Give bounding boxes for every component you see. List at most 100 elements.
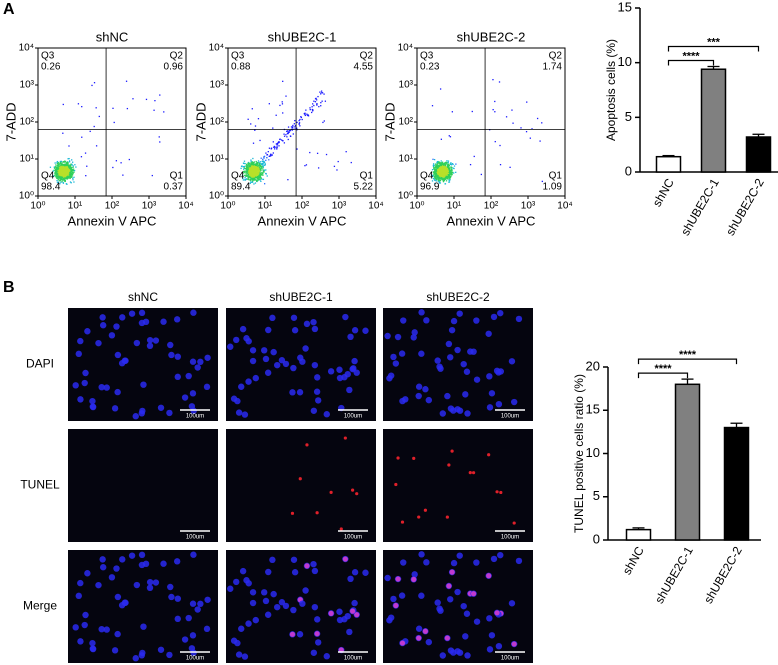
y-axis-label: Apoptosis cells (%) bbox=[604, 39, 618, 141]
nucleus bbox=[147, 337, 153, 343]
nucleus bbox=[426, 639, 432, 645]
event-dot bbox=[312, 103, 313, 104]
event-dot bbox=[434, 169, 435, 170]
column-title: shUBE2C-2 bbox=[426, 290, 490, 304]
event-dot bbox=[443, 166, 444, 167]
nucleus bbox=[464, 410, 470, 416]
event-dot bbox=[299, 123, 300, 124]
nucleus bbox=[76, 593, 82, 599]
event-dot bbox=[312, 109, 313, 110]
event-dot bbox=[126, 81, 127, 82]
x-tick-label: 10³ bbox=[521, 201, 536, 212]
nucleus bbox=[227, 586, 233, 592]
event-dot bbox=[62, 162, 63, 163]
event-dot bbox=[264, 183, 265, 184]
event-dot bbox=[441, 139, 442, 140]
nucleus bbox=[175, 353, 181, 359]
event-dot bbox=[321, 101, 322, 102]
event-dot bbox=[267, 154, 268, 155]
event-dot bbox=[256, 167, 257, 168]
y-tick-label: 10⁴ bbox=[209, 43, 224, 54]
event-dot bbox=[249, 163, 250, 164]
event-dot bbox=[537, 118, 538, 119]
nucleus bbox=[190, 632, 196, 638]
event-dot bbox=[258, 168, 259, 169]
event-dot bbox=[494, 101, 495, 102]
event-dot bbox=[511, 109, 512, 110]
event-dot bbox=[263, 157, 264, 158]
event-dot bbox=[285, 95, 286, 96]
event-dot bbox=[447, 170, 448, 171]
event-dot bbox=[248, 174, 249, 175]
event-dot bbox=[91, 85, 92, 86]
row-label: DAPI bbox=[26, 357, 54, 371]
x-axis-label: Annexin V APC bbox=[68, 213, 157, 228]
nucleus bbox=[140, 623, 146, 629]
y-axis-label: 7-ADD bbox=[193, 102, 208, 141]
nucleus bbox=[486, 615, 492, 621]
nucleus bbox=[147, 579, 153, 585]
event-dot bbox=[66, 176, 67, 177]
tunel-signal bbox=[400, 640, 405, 645]
nucleus bbox=[384, 333, 390, 339]
tunel-signal bbox=[304, 563, 309, 568]
event-dot bbox=[509, 167, 510, 168]
event-dot bbox=[256, 180, 257, 181]
nucleus bbox=[175, 374, 181, 380]
event-dot bbox=[244, 166, 245, 167]
quadrant-value: 98.4 bbox=[41, 182, 61, 193]
event-dot bbox=[248, 178, 249, 179]
significance-label: **** bbox=[654, 363, 672, 375]
event-dot bbox=[444, 174, 445, 175]
event-dot bbox=[276, 146, 277, 147]
event-dot bbox=[253, 143, 254, 144]
event-dot bbox=[448, 167, 449, 168]
nucleus bbox=[462, 391, 468, 397]
event-dot bbox=[129, 159, 130, 160]
event-dot bbox=[116, 160, 117, 161]
event-dot bbox=[264, 162, 265, 163]
scale-bar-label: 100um bbox=[501, 535, 519, 541]
event-dot bbox=[75, 166, 76, 167]
event-dot bbox=[264, 171, 265, 172]
event-dot bbox=[444, 180, 445, 181]
event-dot bbox=[65, 162, 66, 163]
event-dot bbox=[433, 178, 434, 179]
nucleus bbox=[90, 404, 96, 410]
event-dot bbox=[292, 127, 293, 128]
event-dot bbox=[274, 147, 275, 148]
event-dot bbox=[61, 161, 62, 162]
tunel-signal bbox=[291, 512, 294, 515]
nucleus bbox=[422, 386, 428, 392]
event-dot bbox=[265, 169, 266, 170]
nucleus bbox=[168, 594, 174, 600]
nucleus bbox=[302, 345, 308, 351]
event-dot bbox=[252, 182, 253, 183]
nucleus bbox=[395, 334, 401, 340]
flow-plot: shUBE2C-1Annexin V APC7-ADD10⁰10¹10²10³1… bbox=[193, 29, 383, 228]
micrograph: 100um bbox=[383, 308, 533, 421]
y-axis-label: 7-ADD bbox=[3, 102, 18, 141]
nucleus bbox=[139, 310, 145, 316]
nucleus bbox=[182, 394, 188, 400]
event-dot bbox=[258, 175, 259, 176]
nucleus bbox=[270, 349, 276, 355]
nucleus bbox=[245, 620, 251, 626]
event-dot bbox=[64, 168, 65, 169]
plot-title: shUBE2C-1 bbox=[268, 29, 337, 44]
row-label: Merge bbox=[23, 599, 57, 613]
event-dot bbox=[439, 169, 440, 170]
event-dot bbox=[481, 174, 482, 175]
tunel-signal bbox=[469, 471, 472, 474]
nucleus bbox=[324, 653, 330, 659]
event-dot bbox=[67, 162, 68, 163]
event-dot bbox=[267, 175, 268, 176]
event-dot bbox=[55, 169, 56, 170]
event-dot bbox=[455, 163, 456, 164]
nucleus bbox=[352, 569, 358, 575]
nucleus bbox=[440, 652, 446, 658]
nucleus bbox=[133, 655, 139, 661]
event-dot bbox=[346, 151, 347, 152]
quadrant-label: Q1 bbox=[170, 171, 184, 182]
y-tick-label: 10³ bbox=[20, 80, 35, 91]
